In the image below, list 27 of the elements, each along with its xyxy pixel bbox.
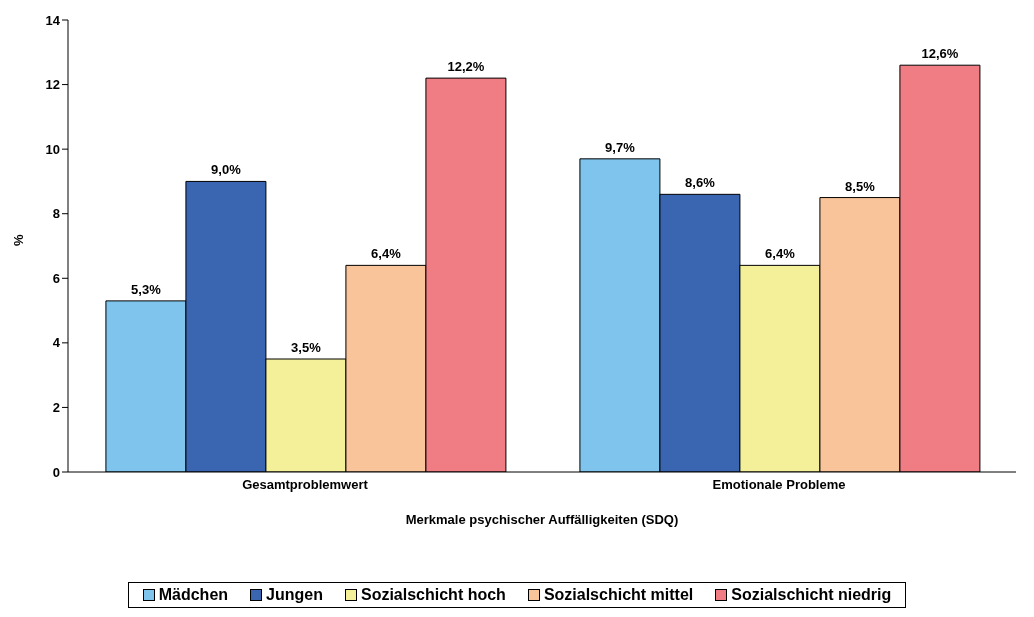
y-tick-label: 4 — [52, 335, 61, 351]
y-tick-label: 6 — [52, 270, 60, 286]
y-tick-label: 14 — [45, 12, 61, 28]
y-tick-label: 2 — [52, 400, 60, 416]
x-tick-label: Gesamtproblemwert — [242, 477, 369, 493]
data-label: 8,6% — [685, 175, 716, 191]
legend-label: Mädchen — [157, 586, 229, 604]
data-label: 12,2% — [447, 59, 485, 75]
legend-label: Sozialschicht hoch — [359, 586, 506, 604]
y-axis-title: % — [10, 234, 26, 246]
data-label: 6,4% — [371, 246, 402, 262]
legend-label: Sozialschicht mittel — [542, 586, 694, 604]
data-label: 8,5% — [845, 178, 876, 194]
y-tick-label: 10 — [45, 141, 60, 157]
y-tick-label: 0 — [52, 464, 60, 480]
legend-label: Sozialschicht niedrig — [730, 586, 892, 604]
data-label: 9,0% — [211, 162, 242, 178]
data-label: 5,3% — [131, 281, 162, 297]
x-axis-title: Merkmale psychischer Auffälligkeiten (SDQ) — [405, 512, 679, 527]
data-label: 12,6% — [921, 46, 959, 62]
x-tick-label: Emotionale Probleme — [712, 477, 846, 493]
legend-label: Jungen — [265, 586, 323, 604]
y-tick-label: 8 — [52, 206, 60, 222]
data-label: 3,5% — [291, 340, 322, 355]
data-label: 9,7% — [605, 139, 636, 155]
data-label: 6,4% — [765, 246, 796, 262]
y-tick-label: 12 — [45, 77, 60, 93]
